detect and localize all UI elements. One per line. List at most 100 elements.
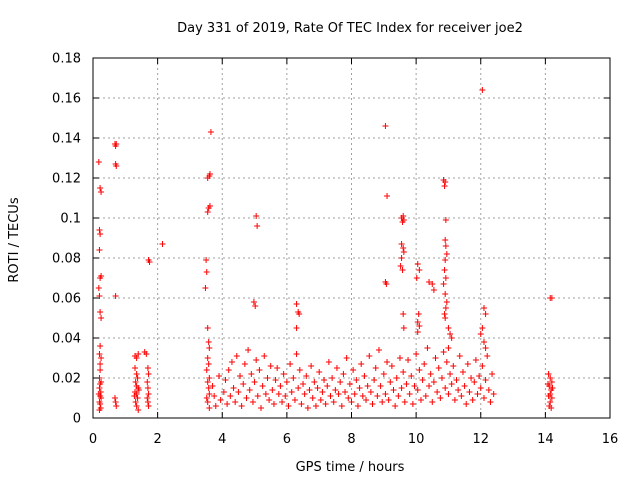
- data-point: [479, 325, 486, 331]
- data-point: [301, 391, 308, 397]
- data-point: [317, 397, 324, 403]
- data-point: [441, 183, 448, 189]
- data-point: [456, 353, 463, 359]
- data-point: [282, 393, 289, 399]
- data-point: [447, 331, 454, 337]
- data-point: [377, 383, 384, 389]
- data-point: [395, 393, 402, 399]
- data-point: [549, 385, 556, 391]
- y-tick-label: 0.18: [52, 52, 81, 67]
- data-point: [235, 389, 242, 395]
- data-point: [451, 397, 458, 403]
- data-point: [230, 385, 237, 391]
- data-point: [545, 371, 552, 377]
- data-point: [413, 351, 420, 357]
- data-point: [430, 287, 437, 293]
- y-tick-label: 0.12: [52, 172, 81, 187]
- data-point: [296, 367, 303, 373]
- data-point: [274, 365, 281, 371]
- data-point: [448, 335, 455, 341]
- x-tick-label: 12: [472, 432, 489, 447]
- data-point: [98, 395, 105, 401]
- data-point: [387, 379, 394, 385]
- data-point: [348, 399, 355, 405]
- data-point: [253, 213, 260, 219]
- data-point: [204, 355, 211, 361]
- data-point: [202, 285, 209, 291]
- data-point: [248, 371, 255, 377]
- data-point: [132, 365, 139, 371]
- data-point: [471, 379, 478, 385]
- data-point: [367, 389, 374, 395]
- data-point: [476, 373, 483, 379]
- data-point: [232, 399, 239, 405]
- data-point: [296, 311, 303, 317]
- data-point: [440, 281, 447, 287]
- data-point: [206, 203, 213, 209]
- data-point: [325, 359, 332, 365]
- data-point: [272, 377, 279, 383]
- data-point: [205, 385, 212, 391]
- data-point: [333, 365, 340, 371]
- data-point: [319, 389, 326, 395]
- y-axis-label: ROTI / TECUs: [7, 197, 22, 282]
- data-point: [354, 403, 361, 409]
- data-point: [401, 399, 408, 405]
- data-point: [484, 353, 491, 359]
- data-point: [463, 401, 470, 407]
- data-point: [385, 397, 392, 403]
- data-point: [324, 383, 331, 389]
- data-point: [400, 245, 407, 251]
- data-point: [480, 339, 487, 345]
- data-point: [458, 393, 465, 399]
- data-point: [288, 389, 295, 395]
- data-point: [311, 379, 318, 385]
- data-point: [442, 179, 449, 185]
- data-point: [426, 383, 433, 389]
- data-point: [97, 231, 104, 237]
- data-point: [283, 379, 290, 385]
- data-point: [414, 387, 421, 393]
- data-point: [112, 399, 119, 405]
- data-point: [269, 387, 276, 393]
- data-point: [112, 293, 119, 299]
- data-point: [548, 379, 555, 385]
- x-axis-label: GPS time / hours: [296, 460, 405, 475]
- data-point: [340, 371, 347, 377]
- data-point: [144, 395, 151, 401]
- data-point: [98, 355, 105, 361]
- data-point: [398, 255, 405, 261]
- data-point: [291, 397, 298, 403]
- data-point: [350, 367, 357, 373]
- data-point: [205, 361, 212, 367]
- data-point: [96, 293, 103, 299]
- data-point: [96, 227, 103, 233]
- data-point: [482, 311, 489, 317]
- data-point: [259, 383, 266, 389]
- data-point: [450, 363, 457, 369]
- data-point: [241, 361, 248, 367]
- data-point: [392, 403, 399, 409]
- data-point: [469, 397, 476, 403]
- data-point: [327, 393, 334, 399]
- y-tick-label: 0.06: [52, 292, 81, 307]
- data-point: [97, 309, 104, 315]
- data-point: [379, 399, 386, 405]
- data-point: [293, 325, 300, 331]
- data-point: [435, 365, 442, 371]
- data-point: [466, 389, 473, 395]
- data-point: [144, 399, 151, 405]
- data-point: [442, 385, 449, 391]
- data-point: [442, 257, 449, 263]
- chart-title: Day 331 of 2019, Rate Of TEC Index for r…: [177, 21, 523, 36]
- data-point: [97, 361, 104, 367]
- data-point: [135, 387, 142, 393]
- data-point: [132, 379, 139, 385]
- data-point: [383, 281, 390, 287]
- data-point: [384, 193, 391, 199]
- data-point: [474, 391, 481, 397]
- data-point: [440, 349, 447, 355]
- data-point: [287, 361, 294, 367]
- data-point: [95, 159, 102, 165]
- data-point: [445, 325, 452, 331]
